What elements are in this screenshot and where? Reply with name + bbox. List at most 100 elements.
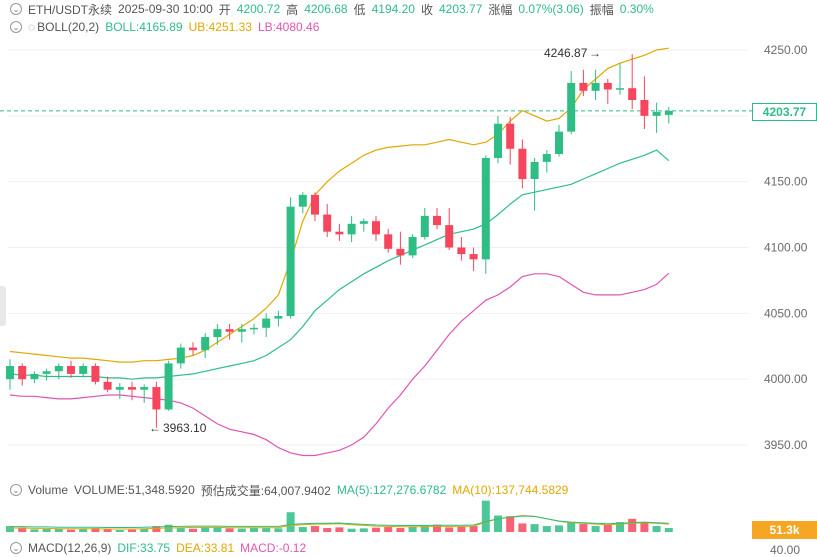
volume-bars <box>6 500 673 532</box>
volume-bar <box>323 528 332 532</box>
ub-value: UB:4251.33 <box>188 20 252 34</box>
grid-lines <box>8 49 748 446</box>
collapse-icon[interactable]: ⌄ <box>10 3 22 15</box>
eye-icon[interactable]: ◌ <box>28 20 36 34</box>
volume-bar <box>91 528 100 532</box>
candle-body <box>408 236 417 256</box>
ma5-value: MA(5):127,276.6782 <box>336 483 447 497</box>
volume-value: VOLUME:51,348.5920 <box>74 483 195 497</box>
volume-bar <box>201 527 210 532</box>
high-arrow: → <box>589 46 601 60</box>
macd-name: MACD(12,26,9) <box>28 541 112 555</box>
candle-body <box>91 366 100 382</box>
candle-body <box>555 131 563 155</box>
boll-collapse-icon[interactable]: ⌄ <box>10 21 22 33</box>
volume-bar <box>30 529 39 532</box>
candle-body <box>518 148 527 180</box>
volume-bar <box>591 526 600 532</box>
candle-body <box>54 366 63 372</box>
candle-body <box>591 82 600 91</box>
change-label: 涨幅 <box>488 2 513 17</box>
dea-value: DEA:33.81 <box>176 541 235 555</box>
volume-bar <box>384 527 393 532</box>
candle-body <box>347 223 356 235</box>
macd-collapse-icon[interactable]: ⌄ <box>10 542 22 554</box>
current-price-tag: 4203.77 <box>752 103 817 121</box>
candle-body <box>372 221 380 235</box>
boll-ub-line <box>9 47 669 363</box>
y-tick-label: 4250.00 <box>764 43 808 57</box>
volume-bar <box>481 500 490 532</box>
boll-mid-line <box>9 149 670 380</box>
candle-body <box>140 387 149 390</box>
candle-body <box>384 234 393 249</box>
volume-bar <box>408 526 417 532</box>
volume-bar <box>469 526 478 532</box>
high-value: 4206.68 <box>304 2 348 16</box>
amplitude-label: 振幅 <box>589 2 614 17</box>
volume-bar <box>628 518 637 532</box>
y-tick-label: 4150.00 <box>764 175 808 189</box>
volume-tag: 51.3k <box>752 521 817 539</box>
close-value: 4203.77 <box>439 2 483 16</box>
volume-bar <box>542 526 551 532</box>
candle-body <box>628 88 637 101</box>
volume-bar <box>189 528 197 532</box>
volume-bar <box>176 528 185 532</box>
y-axis: 4250.004200.004150.004100.004050.004000.… <box>764 43 808 452</box>
volume-bar <box>372 527 380 532</box>
volume-bar <box>518 523 527 532</box>
volume-bar <box>347 528 356 532</box>
volume-bar <box>311 526 319 532</box>
volume-collapse-icon[interactable]: ⌄ <box>10 484 22 496</box>
candle-body <box>201 337 210 351</box>
candle-body <box>616 88 624 90</box>
candle-body <box>652 111 661 116</box>
volume-bar <box>250 527 258 532</box>
y-tick-label: 4100.00 <box>764 241 808 255</box>
symbol-label: ETH/USDT永续 <box>28 2 113 17</box>
low-arrow: ← <box>149 421 161 435</box>
scroll-handle[interactable] <box>0 286 6 326</box>
candle-body <box>420 215 429 237</box>
candle-body <box>579 82 588 91</box>
volume-bar <box>262 528 271 532</box>
candle-body <box>323 214 332 232</box>
candle-body <box>286 206 295 316</box>
candle-body <box>494 123 502 158</box>
volume-bar <box>530 524 539 532</box>
candle-body <box>164 363 173 410</box>
datetime-label: 2025-09-30 10:00 <box>118 2 213 16</box>
boll-value: BOLL:4165.89 <box>105 20 183 34</box>
volume-bar <box>67 529 75 532</box>
boll-lb-line <box>9 272 670 457</box>
volume-bar <box>603 524 612 532</box>
volume-bar <box>506 516 515 532</box>
candle-body <box>6 366 14 380</box>
volume-bar <box>103 529 112 532</box>
candle-body <box>469 254 478 260</box>
high-label: 高 <box>286 2 299 17</box>
change-value: 0.07%(3.06) <box>518 2 584 16</box>
lb-value: LB:4080.46 <box>257 20 320 34</box>
candle-body <box>103 381 112 390</box>
candle-body <box>664 110 673 115</box>
candle-body <box>445 225 454 248</box>
candle-body <box>30 373 39 380</box>
volume-name: Volume <box>28 483 69 497</box>
candle-body <box>567 82 576 132</box>
candle-body <box>115 387 124 390</box>
boll-name: BOLL(20,2) <box>37 20 100 34</box>
volume-bar <box>225 528 234 532</box>
volume-bar <box>616 522 624 532</box>
volume-bar <box>664 528 673 532</box>
dif-value: DIF:33.75 <box>117 541 171 555</box>
low-label: 低 <box>353 2 366 17</box>
candle-body <box>298 194 307 207</box>
candle-body <box>311 194 319 215</box>
volume-bar <box>274 528 283 532</box>
macd-axis-label: 40.00 <box>770 543 800 555</box>
y-tick-label: 4000.00 <box>764 372 808 386</box>
candle-body <box>530 161 539 180</box>
